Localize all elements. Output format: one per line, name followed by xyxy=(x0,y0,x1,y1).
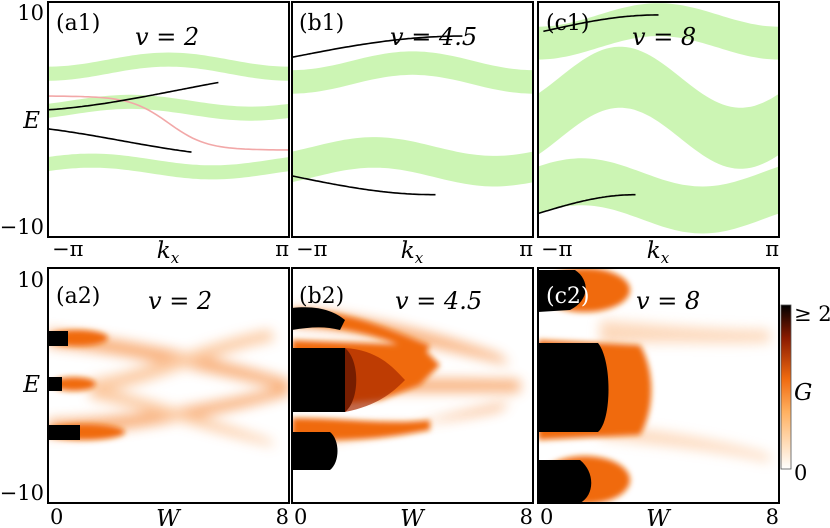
panel-label-b2: (b2) xyxy=(299,284,344,309)
bands-a1-band-2 xyxy=(48,153,289,180)
panel-label-a1: (a1) xyxy=(56,11,100,36)
heatmap-a2 xyxy=(48,330,289,446)
xtick-left-b2: 0 xyxy=(294,505,307,528)
ytick-top-a1: 10 xyxy=(17,1,44,25)
panel-label-c1: (c1) xyxy=(546,11,589,36)
frame-a2 xyxy=(47,267,290,504)
ylabel-a2: E xyxy=(22,372,40,398)
frame-b1 xyxy=(291,1,534,238)
ylabel-a1: E xyxy=(22,108,40,134)
bands-a1-band-1 xyxy=(48,94,289,121)
colorbar: ≥ 2 G 0 xyxy=(780,302,830,485)
colorbar-min-label: 0 xyxy=(794,461,807,485)
bands-b1-edge-dark-1 xyxy=(292,175,436,196)
bands-b1 xyxy=(292,35,533,196)
xtick-right-b1: π xyxy=(519,237,533,261)
bands-c1-band-1 xyxy=(538,46,779,169)
title-c1: v = 8 xyxy=(632,23,696,51)
xtick-left-a1: −π xyxy=(52,237,84,261)
xtick-right-a1: π xyxy=(275,237,289,261)
title-b2: v = 4.5 xyxy=(395,287,482,315)
panel-b1 xyxy=(292,35,533,196)
bands-a1-band-0 xyxy=(48,52,289,81)
panel-label-c2: (c2) xyxy=(546,284,589,309)
heatmap-c2 xyxy=(538,268,770,503)
xtick-right-b2: 8 xyxy=(520,505,533,528)
bands-c1 xyxy=(538,3,779,234)
frame-c1 xyxy=(537,1,780,238)
title-a2: v = 2 xyxy=(148,287,212,315)
colorbar-gradient xyxy=(780,304,792,470)
bands-a1-edge-dark-1 xyxy=(48,128,192,153)
xtick-left-c2: 0 xyxy=(540,505,553,528)
title-b1: v = 4.5 xyxy=(390,23,477,51)
xtick-left-c1: −π xyxy=(541,237,573,261)
xlabel-a1: kx xyxy=(157,238,180,267)
bands-c1-band-0 xyxy=(538,3,779,60)
bands-a1 xyxy=(48,52,289,180)
title-a1: v = 2 xyxy=(135,23,199,51)
xlabel-b2: W xyxy=(400,506,426,528)
colorbar-label: G xyxy=(794,380,812,406)
panel-label-b1: (b1) xyxy=(299,11,344,36)
panel-c1 xyxy=(538,3,779,234)
frame-b2 xyxy=(291,267,534,504)
xlabel-b1: kx xyxy=(401,238,424,267)
frame-c2 xyxy=(537,267,780,504)
ytick-bottom-a1: −10 xyxy=(0,215,44,239)
xtick-right-c2: 8 xyxy=(766,505,779,528)
colorbar-max-label: ≥ 2 xyxy=(794,302,830,326)
panel-label-a2: (a2) xyxy=(56,284,100,309)
bands-c1-band-2 xyxy=(538,158,779,234)
title-c2: v = 8 xyxy=(636,287,700,315)
xtick-right-c1: π xyxy=(765,237,779,261)
xtick-left-a2: 0 xyxy=(50,505,63,528)
xtick-right-a2: 8 xyxy=(276,505,289,528)
bands-c1-edge-dark-1 xyxy=(538,193,636,215)
frames xyxy=(47,1,780,504)
bands-c1-edge-dark-0 xyxy=(543,14,659,33)
heatmap-b2 xyxy=(292,307,520,470)
bands-b1-edge-dark-0 xyxy=(292,35,463,58)
xtick-left-b1: −π xyxy=(296,237,328,261)
xlabel-c1: kx xyxy=(647,238,670,267)
xlabel-c2: W xyxy=(646,506,672,528)
ytick-bottom-a2: −10 xyxy=(0,481,44,505)
bands-b1-band-1 xyxy=(292,137,533,187)
xlabel-a2: W xyxy=(156,506,182,528)
bands-a1-edge-dark-0 xyxy=(48,81,219,111)
ytick-top-a2: 10 xyxy=(17,268,44,292)
bands-a1-edge-light-0 xyxy=(48,95,289,151)
bands-b1-band-0 xyxy=(292,51,533,94)
panel-a1 xyxy=(48,52,289,180)
frame-a1 xyxy=(47,1,290,238)
